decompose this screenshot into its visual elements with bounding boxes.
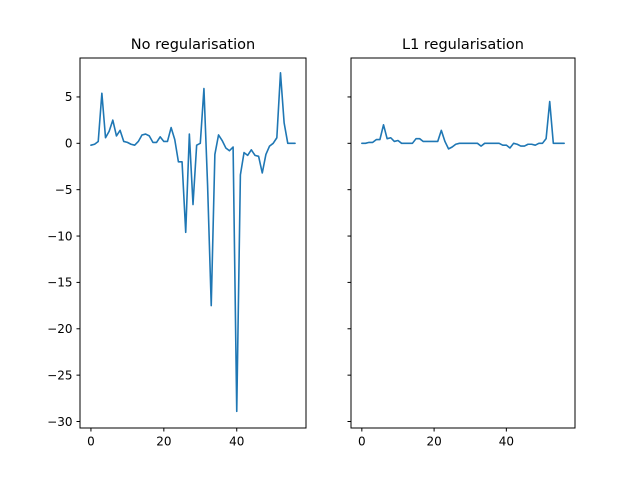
x-tick-label-0-20: 20 <box>156 435 171 449</box>
right-panel-title: L1 regularisation <box>402 37 524 53</box>
y-tick-label-0--25: −25 <box>47 368 72 382</box>
x-tick-label-0-40: 40 <box>229 435 244 449</box>
axes-frame-1 <box>350 57 576 429</box>
y-tick-label-0-0: 0 <box>65 137 73 151</box>
x-tick-label-1-0: 0 <box>358 435 366 449</box>
axes-frame-0 <box>79 57 307 429</box>
left-panel-no-regularisation: No regularisation 0 20 40 5 0 −5 −10 −15 −20 −25 −… <box>47 37 307 449</box>
x-tick-label-1-20: 20 <box>426 435 441 449</box>
left-panel-title: No regularisation <box>131 37 255 53</box>
series-line-0-0 <box>90 72 296 413</box>
right-panel-l1-regularisation: L1 regularisation 0 20 40 <box>347 37 576 449</box>
y-tick-label-0--30: −30 <box>47 415 72 429</box>
series-line-1-0 <box>361 100 565 150</box>
x-tick-label-0-0: 0 <box>87 435 95 449</box>
y-tick-label-0--10: −10 <box>47 229 72 243</box>
x-tick-label-1-40: 40 <box>499 435 514 449</box>
y-tick-label-0-5: 5 <box>65 90 73 104</box>
y-tick-label-0--15: −15 <box>47 276 72 290</box>
y-tick-label-0--20: −20 <box>47 322 72 336</box>
y-tick-label-0--5: −5 <box>55 183 73 197</box>
